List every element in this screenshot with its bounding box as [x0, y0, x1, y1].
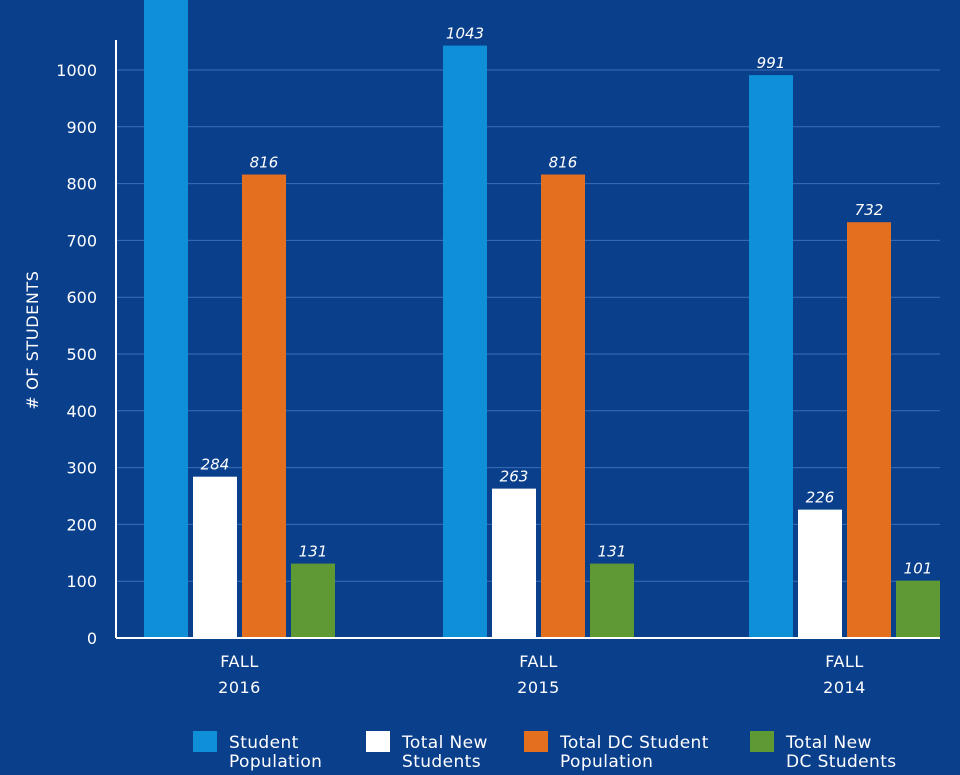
- legend-label: Students: [402, 752, 481, 772]
- legend-label: Total DC Student: [559, 733, 709, 753]
- bar-value-label: 131: [299, 543, 328, 561]
- y-tick-label: 700: [66, 231, 97, 250]
- bar: [443, 45, 487, 639]
- y-axis-label: # OF STUDENTS: [23, 270, 42, 409]
- y-tick-label: 600: [66, 288, 97, 307]
- bar-value-label: 284: [201, 456, 230, 474]
- x-category-label: 2014: [823, 678, 866, 697]
- bar: [847, 222, 891, 638]
- bar: [798, 509, 842, 638]
- bar-value-label: 816: [250, 154, 279, 172]
- bar: [242, 174, 286, 638]
- bar-value-label: 732: [855, 201, 884, 219]
- bar-value-label: 816: [549, 154, 578, 172]
- bar: [144, 0, 188, 639]
- legend-label: Population: [560, 752, 653, 772]
- x-category-label: FALL: [825, 652, 864, 671]
- y-tick-label: 900: [66, 118, 97, 137]
- y-tick-label: 300: [66, 459, 97, 478]
- bar-value-label: 226: [806, 489, 835, 507]
- y-tick-label: 0: [87, 629, 97, 648]
- y-tick-label: 800: [66, 175, 97, 194]
- x-category-label: FALL: [519, 652, 558, 671]
- bar: [896, 580, 940, 638]
- bar: [193, 476, 237, 638]
- data-labels: 11741043991284263226816816732131131101: [201, 25, 933, 578]
- y-tick-label: 100: [66, 572, 97, 591]
- bar: [291, 563, 335, 638]
- x-category-label: 2016: [218, 678, 261, 697]
- bar-value-label: 1043: [446, 25, 484, 43]
- y-tick-label: 200: [66, 515, 97, 534]
- legend-swatch: [524, 731, 548, 752]
- y-tick-label: 500: [66, 345, 97, 364]
- legend-label: Total New: [785, 733, 872, 753]
- x-category-label: 2015: [517, 678, 560, 697]
- legend-label: Population: [229, 752, 322, 772]
- legend-label: Total New: [401, 733, 488, 753]
- bar-value-label: 991: [757, 54, 786, 72]
- bar-value-label: 263: [500, 468, 529, 486]
- bar-value-label: 101: [904, 560, 933, 578]
- y-tick-label: 1000: [56, 61, 97, 80]
- bar-value-label: 131: [598, 543, 627, 561]
- legend-label: DC Students: [786, 752, 897, 772]
- bar: [590, 563, 634, 638]
- legend-swatch: [193, 731, 217, 752]
- y-tick-label: 400: [66, 402, 97, 421]
- bars: [144, 0, 940, 639]
- legend-label: Student: [229, 733, 299, 753]
- bar: [541, 174, 585, 638]
- legend-swatch: [366, 731, 390, 752]
- x-category-label: FALL: [220, 652, 259, 671]
- bar: [749, 75, 793, 638]
- bar: [492, 488, 536, 638]
- legend-swatch: [750, 731, 774, 752]
- axes: 0 100 200 300 400 500 600 700 800 900 1000 FALL 2016…: [56, 40, 940, 697]
